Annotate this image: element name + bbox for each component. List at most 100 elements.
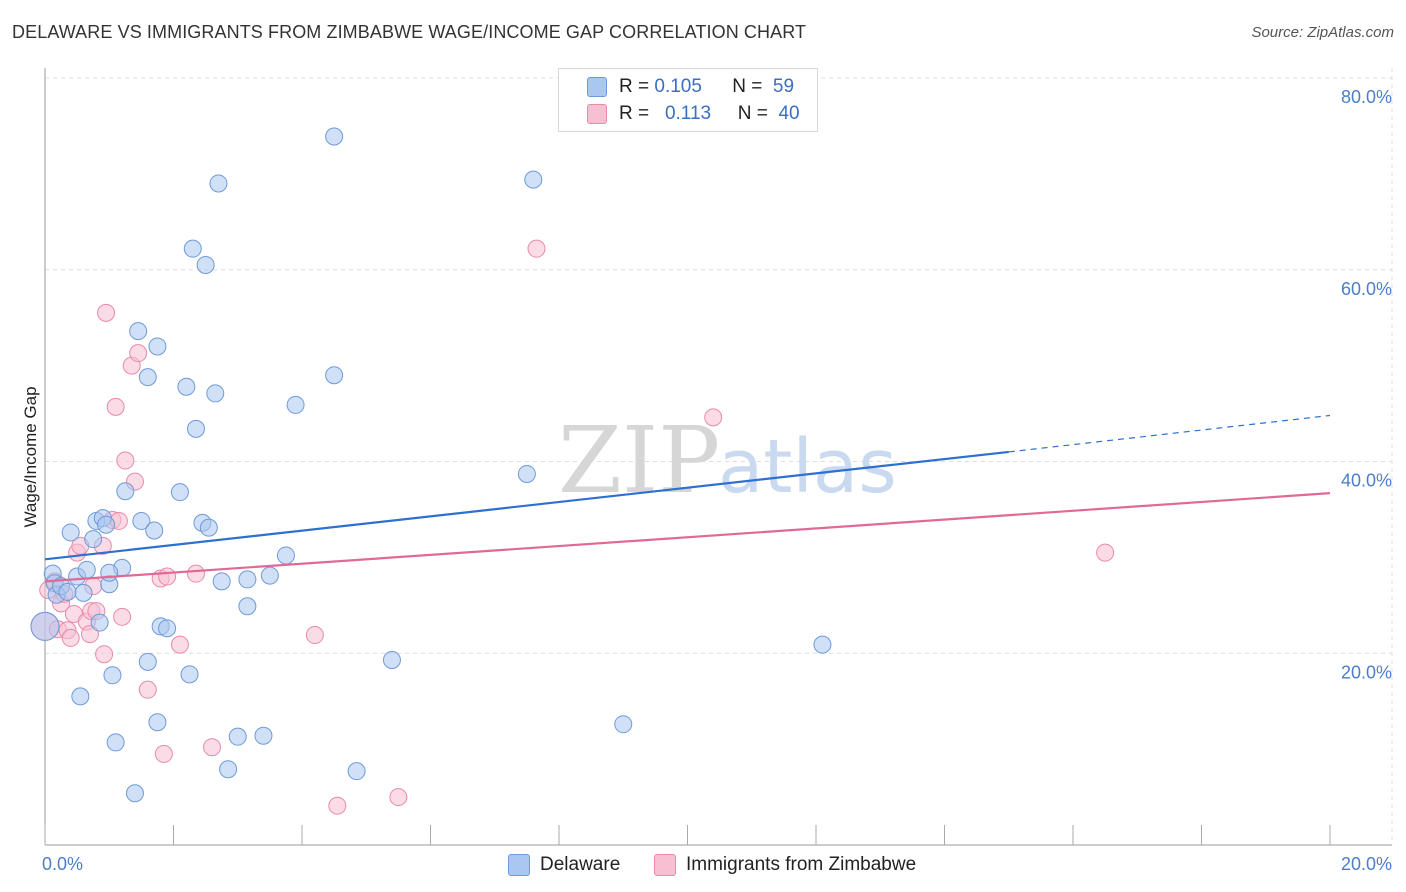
y-tick-label: 60.0% bbox=[1341, 279, 1392, 299]
delaware-point bbox=[254, 726, 273, 745]
watermark-zip: ZIP bbox=[558, 407, 720, 514]
delaware-point bbox=[524, 170, 543, 189]
delaware-point bbox=[325, 366, 344, 385]
delaware-point bbox=[90, 613, 109, 632]
delaware-point bbox=[180, 665, 199, 684]
delaware-point bbox=[347, 762, 366, 781]
zimbabwe-point bbox=[328, 796, 347, 815]
delaware-point bbox=[813, 635, 832, 654]
zimbabwe-point bbox=[113, 607, 132, 626]
delaware-point bbox=[170, 483, 189, 502]
delaware-point bbox=[103, 666, 122, 685]
delaware-point bbox=[30, 611, 60, 641]
delaware-point bbox=[145, 521, 164, 540]
legend-swatch-pink bbox=[587, 104, 607, 124]
delaware-point bbox=[286, 395, 305, 414]
legend-row-zimbabwe: R = 0.113 N = 40 bbox=[587, 100, 800, 128]
legend-r-value: 0.113 bbox=[664, 103, 712, 124]
delaware-point bbox=[276, 546, 295, 565]
zimbabwe-point bbox=[305, 626, 324, 645]
zimbabwe-point bbox=[154, 744, 173, 763]
zimbabwe-point bbox=[138, 680, 157, 699]
legend-n-label: N = bbox=[737, 103, 768, 124]
delaware-point bbox=[125, 784, 144, 803]
y-tick-label: 80.0% bbox=[1341, 87, 1392, 107]
zimbabwe-trend-line bbox=[44, 492, 1331, 583]
delaware-trend-extension bbox=[1008, 414, 1331, 453]
stats-legend: R = 0.105 N = 59 R = 0.113 N = 40 bbox=[558, 68, 818, 132]
zimbabwe-point bbox=[527, 239, 546, 258]
delaware-point bbox=[238, 597, 257, 616]
legend-r-label: R = bbox=[619, 103, 650, 124]
delaware-trend-line bbox=[44, 450, 1009, 561]
delaware-point bbox=[138, 652, 157, 671]
delaware-point bbox=[77, 560, 96, 579]
points-layer bbox=[30, 127, 1115, 815]
zimbabwe-point bbox=[80, 625, 99, 644]
legend-label-zimbabwe: Immigrants from Zimbabwe bbox=[686, 854, 917, 875]
delaware-point bbox=[100, 563, 119, 582]
delaware-point bbox=[209, 174, 228, 193]
legend-swatch-pink bbox=[654, 854, 676, 876]
legend-label-delaware: Delaware bbox=[540, 854, 621, 875]
delaware-point bbox=[97, 515, 116, 534]
delaware-point bbox=[148, 713, 167, 732]
x-tick-label: 0.0% bbox=[42, 854, 83, 874]
zimbabwe-point bbox=[116, 451, 135, 470]
x-tick-label: 20.0% bbox=[1341, 854, 1392, 874]
zimbabwe-point bbox=[186, 564, 205, 583]
watermark: ZIP atlas bbox=[558, 407, 897, 514]
delaware-point bbox=[74, 583, 93, 602]
legend-n-value: 40 bbox=[778, 103, 800, 124]
trend-layer bbox=[44, 414, 1331, 583]
delaware-point bbox=[158, 619, 177, 638]
delaware-point bbox=[228, 727, 247, 746]
zimbabwe-point bbox=[95, 645, 114, 664]
delaware-point bbox=[196, 255, 215, 274]
y-tick-label: 20.0% bbox=[1341, 662, 1392, 682]
delaware-point bbox=[71, 687, 90, 706]
delaware-point bbox=[183, 239, 202, 258]
legend-swatch-blue bbox=[508, 854, 530, 876]
delaware-point bbox=[199, 518, 218, 537]
delaware-point bbox=[219, 760, 238, 779]
zimbabwe-point bbox=[389, 788, 408, 807]
zimbabwe-point bbox=[158, 567, 177, 586]
legend-swatch-blue bbox=[587, 77, 607, 97]
delaware-point bbox=[106, 733, 125, 752]
delaware-point bbox=[238, 570, 257, 589]
bottom-legend-zimbabwe: Immigrants from Zimbabwe bbox=[654, 852, 916, 878]
delaware-point bbox=[58, 582, 77, 601]
delaware-point bbox=[186, 419, 205, 438]
legend-r-value: 0.105 bbox=[654, 76, 702, 97]
chart-title: DELAWARE VS IMMIGRANTS FROM ZIMBABWE WAG… bbox=[12, 22, 807, 42]
delaware-point bbox=[177, 377, 196, 396]
delaware-point bbox=[132, 511, 151, 530]
legend-n-label: N = bbox=[732, 76, 763, 97]
zimbabwe-point bbox=[97, 303, 116, 322]
legend-r-label: R = bbox=[619, 76, 650, 97]
delaware-point bbox=[382, 650, 401, 669]
zimbabwe-point bbox=[129, 344, 148, 363]
delaware-point bbox=[206, 384, 225, 403]
delaware-point bbox=[260, 566, 279, 585]
y-axis-label: Wage/Income Gap bbox=[21, 386, 40, 527]
delaware-point bbox=[148, 337, 167, 356]
zimbabwe-point bbox=[704, 408, 723, 427]
zimbabwe-point bbox=[106, 397, 125, 416]
delaware-point bbox=[116, 482, 135, 501]
delaware-point bbox=[84, 530, 103, 549]
chart-source: Source: ZipAtlas.com bbox=[1251, 24, 1394, 41]
zimbabwe-point bbox=[1096, 543, 1115, 562]
grid-layer bbox=[45, 68, 1393, 845]
delaware-point bbox=[129, 322, 148, 341]
legend-n-value: 59 bbox=[772, 76, 795, 97]
axis-layer: 20.0% 40.0% 60.0% 80.0% 0.0% 20.0% bbox=[42, 68, 1392, 874]
legend-row-delaware: R = 0.105 N = 59 bbox=[587, 73, 794, 101]
y-tick-label: 40.0% bbox=[1341, 471, 1392, 491]
zimbabwe-point bbox=[61, 628, 80, 647]
zimbabwe-point bbox=[203, 738, 222, 757]
delaware-point bbox=[614, 715, 633, 734]
delaware-point bbox=[138, 368, 157, 387]
